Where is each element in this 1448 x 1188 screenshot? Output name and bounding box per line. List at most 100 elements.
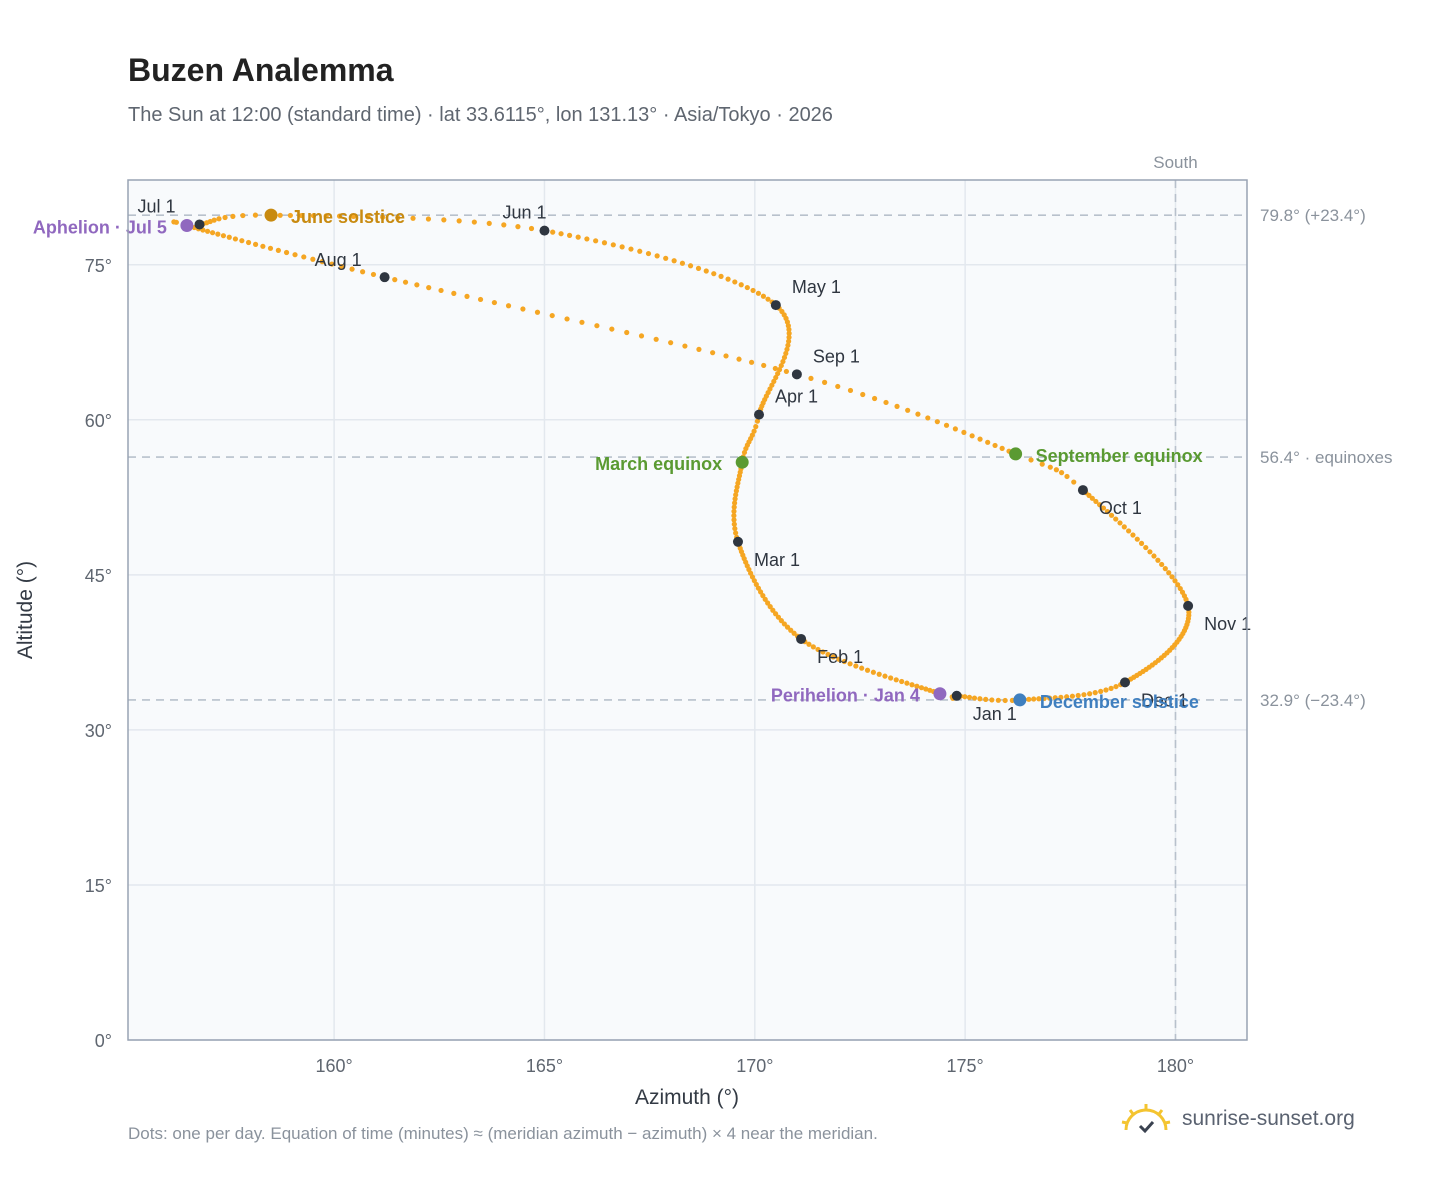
daily-sun-dot (723, 353, 729, 359)
daily-sun-dot (888, 675, 894, 681)
daily-sun-dot (360, 269, 366, 275)
daily-sun-dot (1092, 690, 1098, 696)
daily-sun-dot (1113, 516, 1119, 522)
daily-sun-dot (226, 234, 232, 240)
daily-sun-dot (943, 422, 950, 428)
month-marker (1120, 677, 1131, 688)
daily-sun-dot (830, 654, 836, 660)
daily-sun-dot (679, 260, 686, 266)
y-tick-label: 15° (85, 876, 112, 896)
daily-sun-dot (426, 285, 432, 291)
axes: 160° 165° 170° 175° 180° 0° 15° 30° 45° 60° 75° (85, 256, 1194, 1076)
daily-sun-dot (329, 261, 335, 267)
x-tick-label: 170° (736, 1056, 773, 1076)
daily-sun-dot (754, 418, 761, 424)
daily-sun-dot (350, 213, 357, 219)
month-label: Nov 1 (1204, 614, 1251, 634)
daily-sun-dot (871, 395, 878, 402)
plot-frame (127, 179, 1248, 1041)
daily-sun-dot (904, 680, 910, 686)
special-label: June solstice (291, 207, 405, 227)
month-label: May 1 (792, 277, 841, 297)
daily-sun-dot (770, 607, 776, 613)
daily-sun-dot (1138, 540, 1145, 546)
daily-sun-dot (1041, 695, 1047, 702)
daily-sun-dot (1052, 695, 1058, 701)
y-tick-label: 60° (85, 411, 112, 431)
daily-sun-dot (961, 429, 967, 436)
daily-sun-dot (491, 299, 498, 306)
daily-sun-dot (962, 694, 968, 700)
daily-sun-dot (876, 671, 882, 677)
daily-sun-dot (927, 687, 933, 693)
daily-sun-dot (772, 611, 779, 617)
daily-sun-dot (744, 284, 750, 291)
daily-sun-dot (1064, 473, 1070, 480)
daily-sun-dot (230, 213, 236, 219)
daily-sun-dot (894, 403, 900, 409)
daily-sun-dot (471, 219, 477, 225)
daily-sun-dot (778, 618, 784, 624)
month-marker (1183, 600, 1194, 611)
daily-sun-dot (624, 329, 630, 336)
daily-sun-dot (772, 365, 778, 372)
daily-sun-dot (786, 330, 792, 336)
daily-sun-dot (323, 213, 329, 219)
daily-sun-dot (914, 683, 920, 689)
daily-sun-dot (1036, 696, 1042, 702)
daily-sun-dot (211, 217, 217, 223)
daily-sun-dot (791, 630, 797, 636)
daily-sun-dot (601, 240, 608, 246)
daily-sun-dot (1098, 688, 1104, 695)
month-marker (791, 369, 802, 380)
daily-sun-dot (860, 391, 866, 398)
daily-sun-dot (1147, 549, 1153, 555)
daily-sun-dot (1121, 524, 1127, 530)
daily-sun-dot (637, 248, 643, 254)
daily-sun-dot (534, 309, 541, 315)
daily-sun-dot (1134, 536, 1140, 542)
daily-sun-dot (1104, 509, 1111, 515)
daily-sun-dot (762, 596, 768, 602)
daily-sun-dot (786, 338, 792, 344)
daily-sun-dot (410, 215, 416, 221)
month-label: Jan 1 (973, 704, 1017, 724)
month-marker (951, 690, 962, 701)
daily-sun-dot (784, 624, 791, 630)
daily-sun-dot (755, 290, 762, 296)
daily-sun-dot (738, 282, 744, 288)
daily-sun-dot (731, 500, 738, 506)
daily-sun-dot (1103, 687, 1109, 693)
brand-name: sunrise-sunset.org (1182, 1107, 1355, 1130)
chart-subtitle: The Sun at 12:00 (standard time) · lat 3… (128, 104, 833, 126)
daily-sun-dot (245, 239, 252, 246)
daily-sun-dot (934, 419, 940, 425)
date-labels: Jan 1 Feb 1 Mar 1 Apr 1 May 1 Jun 1 Jul 1 Aug 1… (33, 196, 1251, 723)
daily-sun-dot (653, 336, 659, 342)
daily-sun-dot (654, 253, 660, 259)
daily-sun-dot (240, 212, 246, 219)
daily-sun-dot (983, 696, 989, 702)
daily-sun-dot (319, 259, 325, 265)
special-marker (1013, 693, 1027, 707)
month-label: Aug 1 (315, 250, 362, 270)
daily-sun-dot (204, 228, 211, 234)
special-label: Aphelion · Jul 5 (33, 217, 167, 237)
reference-line-label: 56.4° · equinoxes (1260, 448, 1393, 467)
daily-sun-dot (663, 255, 669, 261)
x-tick-label: 165° (526, 1056, 563, 1076)
daily-sun-dot (1126, 528, 1132, 534)
daily-sun-dot (711, 271, 717, 277)
daily-sun-dot (780, 358, 786, 365)
daily-sun-dot (1162, 566, 1168, 572)
daily-sun-dot (564, 316, 570, 322)
daily-sun-dot (528, 225, 535, 232)
daily-sun-dot (456, 218, 462, 224)
month-label: Oct 1 (1099, 498, 1142, 518)
daily-sun-dot (778, 362, 784, 369)
month-label: Dec 1 (1141, 690, 1188, 710)
meridian-label: South (1153, 153, 1197, 172)
month-label: Apr 1 (775, 387, 818, 407)
daily-sun-dot (893, 677, 899, 683)
daily-sun-dot (864, 667, 871, 673)
